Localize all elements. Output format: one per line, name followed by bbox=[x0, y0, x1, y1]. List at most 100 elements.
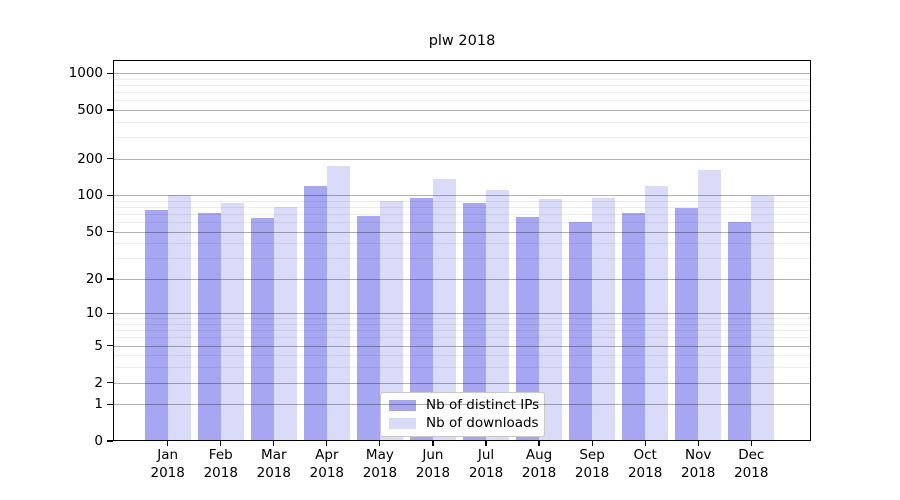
legend: Nb of distinct IPs Nb of downloads bbox=[380, 392, 545, 437]
gridline-minor bbox=[113, 258, 811, 260]
bar-s0-may bbox=[356, 215, 380, 441]
bar-s0-sep bbox=[568, 222, 593, 441]
x-tick-year: 2018 bbox=[681, 464, 716, 481]
bar-s0-jul bbox=[462, 202, 486, 441]
x-tick-year: 2018 bbox=[362, 464, 398, 481]
x-tick-label: Mar 2018 bbox=[242, 447, 306, 482]
gridline-minor bbox=[113, 207, 811, 209]
y-tick-label: 20 bbox=[85, 270, 103, 287]
x-tick-year: 2018 bbox=[415, 464, 451, 481]
x-tick-month: Apr bbox=[315, 447, 339, 463]
bar-s1-nov bbox=[698, 170, 722, 441]
gridline-minor bbox=[113, 222, 811, 224]
gridline-minor bbox=[113, 367, 811, 369]
legend-label: Nb of distinct IPs bbox=[426, 397, 540, 413]
y-tick-label: 50 bbox=[85, 223, 103, 240]
bar-s0-feb bbox=[197, 212, 221, 441]
x-tick bbox=[379, 441, 381, 446]
x-tick bbox=[750, 441, 752, 446]
bar-s0-apr bbox=[303, 185, 327, 441]
bar-s1-feb bbox=[220, 202, 244, 441]
x-tick-label: Jul 2018 bbox=[454, 447, 518, 482]
legend-label: Nb of downloads bbox=[426, 415, 539, 431]
x-tick bbox=[326, 441, 328, 446]
bar-s0-mar bbox=[250, 217, 274, 441]
x-tick-year: 2018 bbox=[574, 464, 610, 481]
x-tick-month: Jul bbox=[477, 447, 495, 463]
x-tick bbox=[485, 441, 487, 446]
bar-s1-jun bbox=[432, 179, 457, 441]
y-tick-label: 500 bbox=[77, 102, 103, 119]
bar-s0-dec bbox=[728, 222, 752, 441]
bar-s1-may bbox=[379, 200, 404, 441]
gridline-minor bbox=[113, 78, 811, 80]
x-tick-month: Feb bbox=[208, 447, 233, 463]
x-tick-label: Jan 2018 bbox=[136, 447, 200, 482]
gridline-minor bbox=[113, 324, 811, 326]
bar-s1-mar bbox=[273, 207, 297, 441]
bar-s1-sep bbox=[592, 198, 616, 441]
gridline-minor bbox=[113, 337, 811, 339]
y-tick-label: 2 bbox=[94, 374, 103, 391]
bar-s1-apr bbox=[326, 165, 351, 441]
chart-title: plw 2018 bbox=[428, 33, 496, 49]
gridline-minor bbox=[113, 92, 811, 94]
y-tick-label: 200 bbox=[77, 150, 103, 167]
gridline-minor bbox=[113, 137, 811, 139]
gridline-minor bbox=[113, 121, 811, 123]
gridline-minor bbox=[113, 200, 811, 202]
x-tick bbox=[697, 441, 699, 446]
x-tick-month: Mar bbox=[261, 447, 287, 463]
x-tick-year: 2018 bbox=[521, 464, 557, 481]
bar-s1-jul bbox=[486, 190, 510, 441]
x-tick-year: 2018 bbox=[627, 464, 663, 481]
x-tick-label: Nov 2018 bbox=[666, 447, 730, 482]
gridline-minor bbox=[113, 100, 811, 102]
gridline-minor bbox=[113, 243, 811, 245]
x-tick bbox=[538, 441, 540, 446]
x-tick-label: Apr 2018 bbox=[295, 447, 359, 482]
y-tick-label: 1 bbox=[94, 396, 103, 413]
x-tick bbox=[644, 441, 646, 446]
gridline-minor bbox=[113, 214, 811, 216]
x-tick-label: Oct 2018 bbox=[613, 447, 677, 482]
x-tick-month: Aug bbox=[525, 447, 553, 463]
x-tick-label: Jun 2018 bbox=[401, 447, 465, 482]
gridline-minor bbox=[113, 318, 811, 320]
bar-s1-dec bbox=[751, 195, 775, 441]
y-tick-label: 100 bbox=[77, 187, 103, 204]
x-tick-month: Jan bbox=[157, 447, 179, 463]
y-tick-label: 10 bbox=[85, 305, 103, 322]
x-tick-year: 2018 bbox=[309, 464, 345, 481]
y-tick-label: 5 bbox=[94, 337, 103, 354]
legend-swatch-distinct-ips bbox=[389, 400, 416, 411]
x-tick-year: 2018 bbox=[256, 464, 291, 481]
x-tick bbox=[432, 441, 434, 446]
x-tick-year: 2018 bbox=[150, 464, 185, 481]
plot-area bbox=[113, 60, 811, 441]
x-tick-year: 2018 bbox=[203, 464, 238, 481]
legend-swatch-downloads bbox=[389, 418, 416, 429]
bar-s1-jan bbox=[167, 195, 191, 441]
x-tick bbox=[273, 441, 275, 446]
x-tick-label: Aug 2018 bbox=[507, 447, 571, 482]
bar-s1-aug bbox=[539, 198, 563, 441]
x-tick-year: 2018 bbox=[734, 464, 769, 481]
x-tick-label: May 2018 bbox=[348, 447, 412, 482]
x-tick-month: Nov bbox=[685, 447, 712, 463]
x-tick-month: Sep bbox=[579, 447, 605, 463]
x-tick-month: Jun bbox=[422, 447, 444, 463]
gridline-minor bbox=[113, 85, 811, 87]
y-tick-label: 1000 bbox=[68, 65, 103, 82]
x-tick-year: 2018 bbox=[468, 464, 504, 481]
x-tick bbox=[220, 441, 222, 446]
x-tick-month: Oct bbox=[633, 447, 657, 463]
x-tick-label: Feb 2018 bbox=[189, 447, 253, 482]
bar-s0-oct bbox=[621, 212, 646, 441]
gridline-minor bbox=[113, 330, 811, 332]
x-tick bbox=[591, 441, 593, 446]
x-tick bbox=[167, 441, 169, 446]
bar-s1-oct bbox=[645, 185, 669, 441]
x-tick-label: Dec 2018 bbox=[719, 447, 783, 482]
